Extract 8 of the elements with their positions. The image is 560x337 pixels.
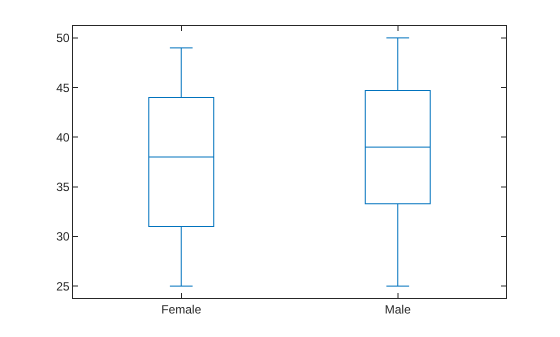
y-tick-label: 30 [56,230,70,244]
y-tick-label: 50 [56,31,70,46]
y-tick-label: 45 [56,80,70,95]
y-tick-label: 35 [56,180,70,194]
x-tick-label: Female [161,302,202,316]
y-tick-label: 25 [56,279,70,294]
x-tick-label: Male [384,302,412,316]
y-tick-label: 40 [56,130,70,144]
